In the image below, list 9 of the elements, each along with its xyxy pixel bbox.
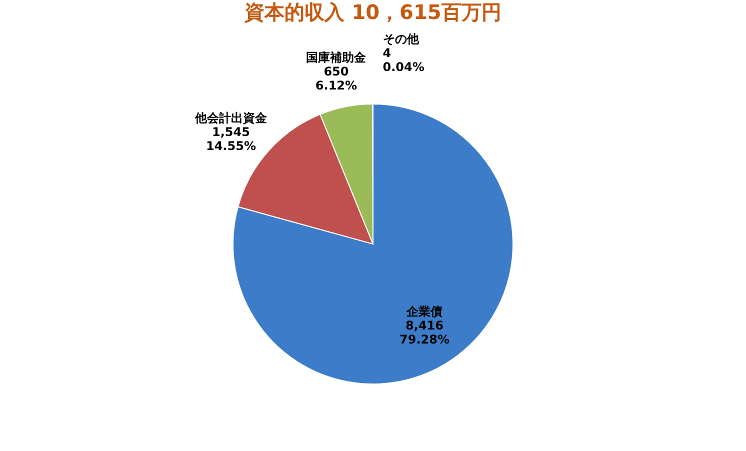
data-label: 1,545 14.55% [206, 124, 256, 153]
data-label: 650 6.12% [315, 64, 358, 93]
slice-label: 他会計出資金 [194, 110, 268, 125]
data-label: 4 0.04% [382, 46, 424, 74]
slice-label: 国庫補助金 [306, 50, 368, 65]
slice-label: その他 [382, 32, 420, 46]
chart-title: 資本的収入 10，615百万円 [244, 0, 502, 24]
data-label: 8,416 79.28% [400, 318, 450, 347]
slice-label: 企業債 [405, 304, 442, 319]
